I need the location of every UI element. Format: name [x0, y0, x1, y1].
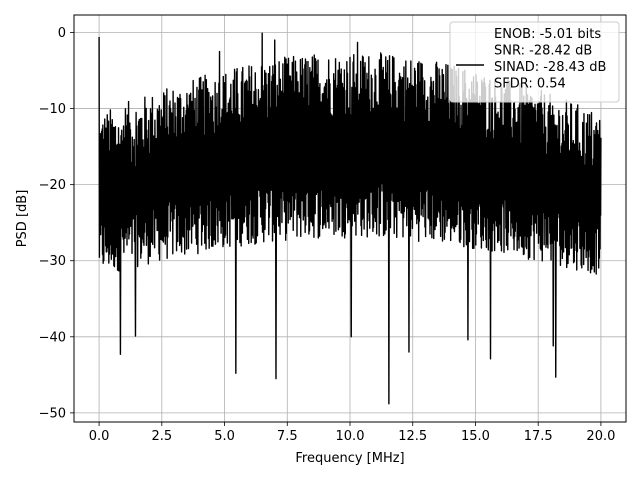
- x-axis-ticks: 0.0 2.5 5.0 7.5 10.0 12.5 15.0 17.5 20.0: [89, 422, 615, 444]
- y-axis-label: PSD [dB]: [15, 190, 30, 248]
- x-axis-label: Frequency [MHz]: [295, 451, 404, 466]
- y-tick-label: −40: [39, 330, 66, 345]
- y-tick-label: −10: [39, 102, 66, 117]
- x-tick-label: 7.5: [277, 429, 298, 444]
- legend-box: [449, 21, 620, 103]
- x-tick-label: 12.5: [398, 429, 427, 444]
- legend-entry: SFDR: 0.54: [494, 77, 566, 92]
- psd-series-line: [98, 32, 602, 405]
- x-tick-label: 0.0: [89, 429, 110, 444]
- x-tick-label: 15.0: [461, 429, 490, 444]
- legend-entry: SNR: -28.42 dB: [494, 44, 592, 59]
- y-tick-label: 0: [58, 26, 66, 41]
- series-layer: [98, 32, 602, 405]
- y-axis-ticks: 0 −10 −20 −30 −40 −50: [39, 26, 74, 421]
- x-tick-label: 20.0: [586, 429, 615, 444]
- y-tick-label: −50: [39, 406, 66, 421]
- legend-entry: SINAD: -28.43 dB: [494, 60, 606, 75]
- y-tick-label: −20: [39, 178, 66, 193]
- x-tick-label: 5.0: [214, 429, 235, 444]
- x-tick-label: 2.5: [151, 429, 172, 444]
- x-tick-label: 17.5: [524, 429, 553, 444]
- legend-entry: ENOB: -5.01 bits: [494, 27, 601, 42]
- x-tick-label: 10.0: [336, 429, 365, 444]
- y-tick-label: −30: [39, 254, 66, 269]
